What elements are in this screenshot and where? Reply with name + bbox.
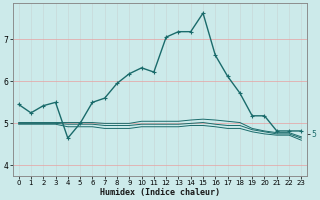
X-axis label: Humidex (Indice chaleur): Humidex (Indice chaleur) bbox=[100, 188, 220, 197]
